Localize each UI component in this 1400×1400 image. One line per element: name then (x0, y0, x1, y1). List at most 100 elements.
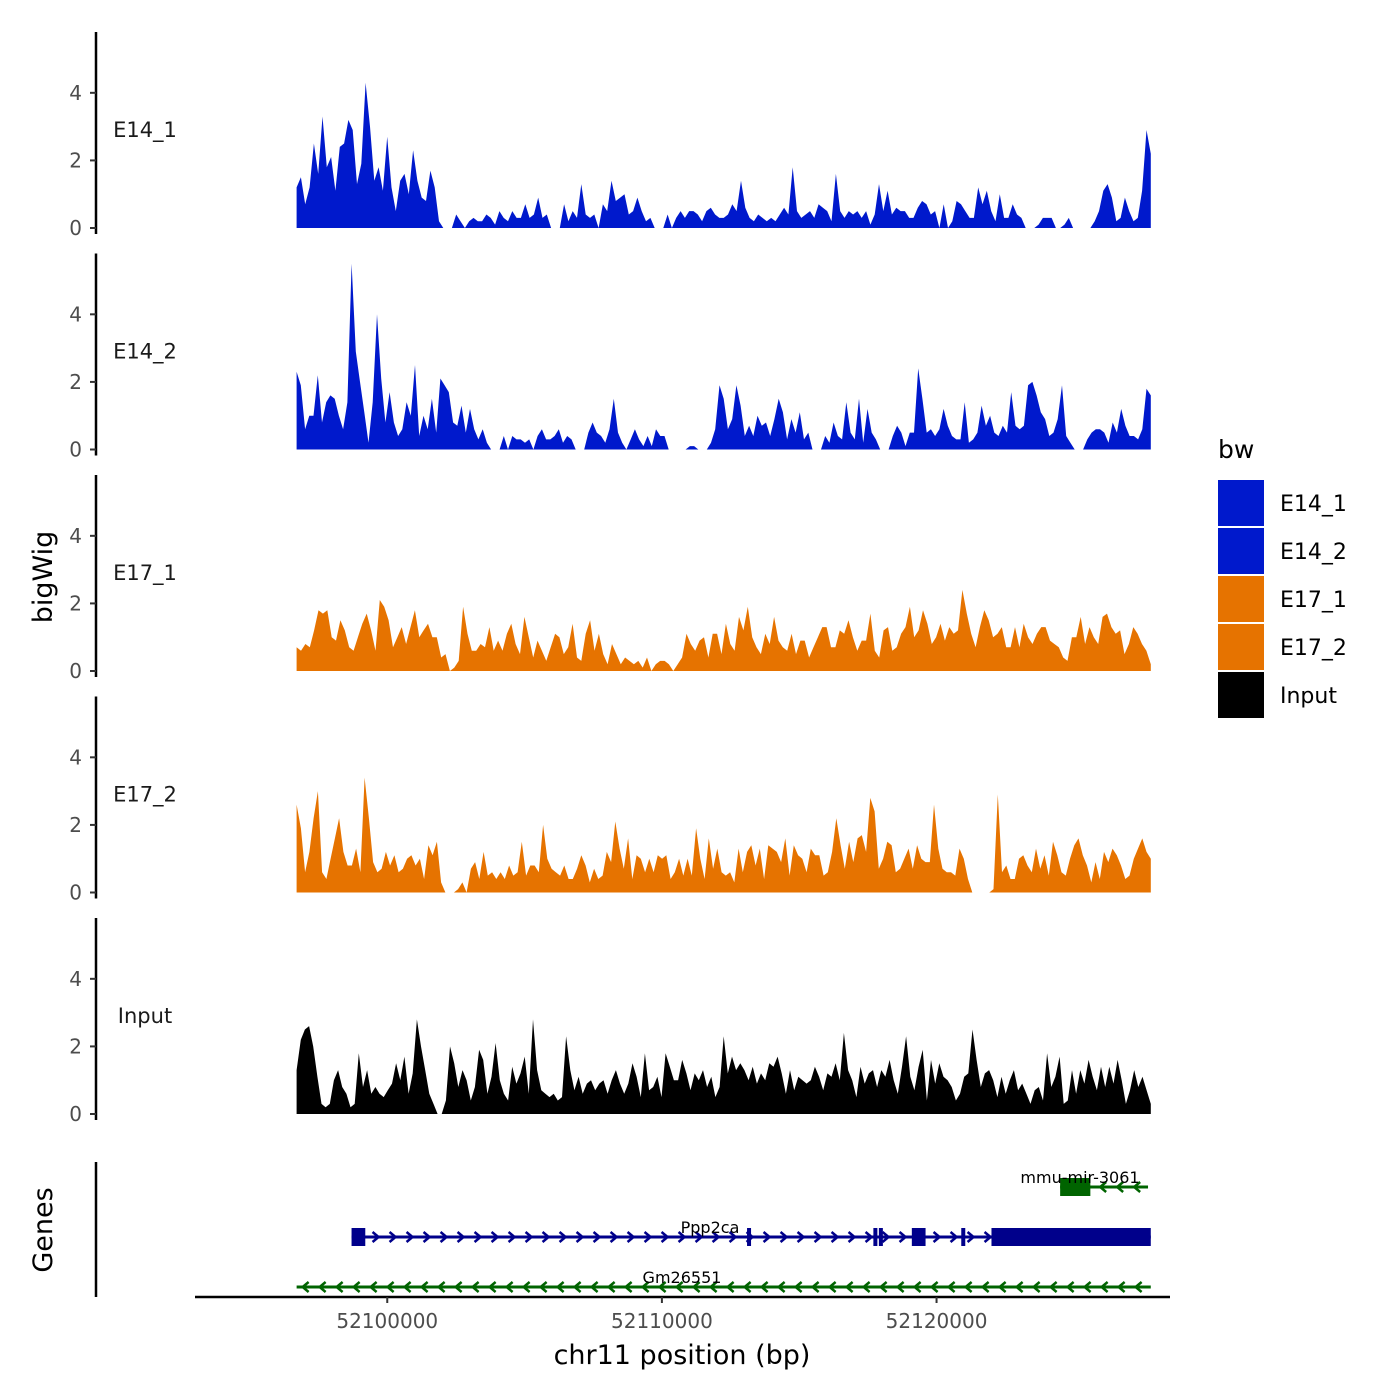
strand-arrow-icon (980, 1281, 990, 1293)
strand-arrow-icon (708, 1281, 718, 1293)
gene-exon (747, 1228, 752, 1246)
x-axis: 52100000 52110000 52120000 (195, 1295, 1170, 1333)
strand-arrow-icon (898, 1231, 908, 1243)
strand-arrow-icon (878, 1281, 888, 1293)
signal-area-E14_2 (296, 263, 1151, 450)
strand-arrow-icon (997, 1281, 1007, 1293)
gene-exon (1060, 1178, 1091, 1196)
legend-title: bw (1218, 435, 1254, 464)
strand-arrow-icon (793, 1281, 803, 1293)
strand-arrow-icon (300, 1281, 310, 1293)
gene-label: mmu-mir-3061 (1020, 1168, 1139, 1187)
gene-Gm26551: Gm26551 (296, 1268, 1151, 1293)
strand-arrow-icon (762, 1231, 772, 1243)
strand-arrow-icon (524, 1231, 534, 1243)
strand-arrow-icon (759, 1281, 769, 1293)
y-tick-label: 2 (69, 1034, 82, 1058)
strand-arrow-icon (796, 1231, 806, 1243)
strand-arrow-icon (810, 1281, 820, 1293)
strand-arrow-icon (572, 1281, 582, 1293)
gene-exon (351, 1228, 366, 1246)
strand-arrow-icon (521, 1281, 531, 1293)
legend-swatch-E14_2 (1218, 528, 1264, 574)
x-axis-title: chr11 position (bp) (554, 1340, 811, 1371)
strand-arrow-icon (694, 1231, 704, 1243)
strand-arrow-icon (456, 1231, 466, 1243)
strand-arrow-icon (1048, 1281, 1058, 1293)
track-E14_2: 0 2 4 E14_2 (69, 253, 1151, 462)
legend: bw E14_1 E14_2 E17_1 E17_2 Input (1218, 435, 1347, 718)
legend-swatch-E17_2 (1218, 624, 1264, 670)
strand-arrow-icon (881, 1231, 891, 1243)
y-axis-title: bigWig (28, 531, 59, 624)
strand-arrow-icon (1065, 1281, 1075, 1293)
strand-arrow-icon (728, 1231, 738, 1243)
x-tick-label: 52120000 (886, 1309, 988, 1333)
strand-arrow-icon (507, 1231, 517, 1243)
strand-arrow-icon (946, 1281, 956, 1293)
strand-arrow-icon (592, 1231, 602, 1243)
x-tick-label: 52100000 (336, 1309, 438, 1333)
strand-arrow-icon (711, 1231, 721, 1243)
y-tick-label: 4 (69, 302, 82, 326)
legend-label: E14_2 (1280, 540, 1347, 565)
y-tick-label: 4 (69, 81, 82, 105)
strand-arrow-icon (626, 1231, 636, 1243)
y-tick-label: 0 (69, 438, 82, 462)
strand-arrow-icon (725, 1281, 735, 1293)
y-tick-label: 2 (69, 370, 82, 394)
strand-arrow-icon (742, 1281, 752, 1293)
track-label: Input (118, 1004, 172, 1028)
legend-label: E14_1 (1280, 492, 1347, 517)
track-label: E14_2 (113, 339, 177, 364)
y-tick-label: 2 (69, 591, 82, 615)
genes-panel: mmu-mir-3061 Ppp2ca Gm26551 (94, 1162, 1151, 1297)
track-E14_1: 0 2 4 E14_1 (69, 32, 1151, 240)
strand-arrow-icon (640, 1281, 650, 1293)
strand-arrow-icon (575, 1231, 585, 1243)
strand-arrow-icon (1082, 1281, 1092, 1293)
legend-swatch-E17_1 (1218, 576, 1264, 622)
strand-arrow-icon (830, 1231, 840, 1243)
strand-arrow-icon (827, 1281, 837, 1293)
strand-arrow-icon (779, 1231, 789, 1243)
strand-arrow-icon (1133, 1281, 1143, 1293)
track-Input: 0 2 4 Input (69, 918, 1151, 1126)
track-label: E17_2 (113, 782, 177, 807)
x-tick-label: 52110000 (611, 1309, 713, 1333)
strand-arrow-icon (1098, 1181, 1107, 1193)
strand-arrow-icon (419, 1281, 429, 1293)
strand-arrow-icon (1031, 1281, 1041, 1293)
strand-arrow-icon (1099, 1281, 1109, 1293)
strand-arrow-icon (504, 1281, 514, 1293)
strand-arrow-icon (351, 1281, 361, 1293)
strand-arrow-icon (1132, 1181, 1141, 1193)
strand-arrow-icon (436, 1281, 446, 1293)
strand-arrow-icon (623, 1281, 633, 1293)
gene-exon (911, 1228, 926, 1246)
track-E17_2: 0 2 4 E17_2 (69, 696, 1151, 905)
y-tick-label: 0 (69, 1102, 82, 1126)
strand-arrow-icon (912, 1281, 922, 1293)
strand-arrow-icon (674, 1281, 684, 1293)
signal-area-E17_1 (296, 589, 1151, 671)
gene-label: Gm26551 (643, 1268, 722, 1287)
signal-area-Input (296, 1019, 1151, 1114)
strand-arrow-icon (555, 1281, 565, 1293)
gene-Ppp2ca: Ppp2ca (351, 1218, 1151, 1246)
y-tick-label: 0 (69, 216, 82, 240)
track-E17_1: 0 2 4 E17_1 (69, 475, 1151, 683)
strand-arrow-icon (813, 1231, 823, 1243)
strand-arrow-icon (844, 1281, 854, 1293)
strand-arrow-icon (776, 1281, 786, 1293)
gene-exon (878, 1228, 883, 1246)
strand-arrow-icon (385, 1281, 395, 1293)
track-label: E14_1 (113, 118, 177, 143)
strand-arrow-icon (606, 1281, 616, 1293)
gene-exon (961, 1228, 966, 1246)
strand-arrow-icon (405, 1231, 415, 1243)
track-label: E17_1 (113, 561, 177, 586)
strand-arrow-icon (983, 1231, 993, 1243)
genes-axis-title: Genes (28, 1187, 59, 1272)
